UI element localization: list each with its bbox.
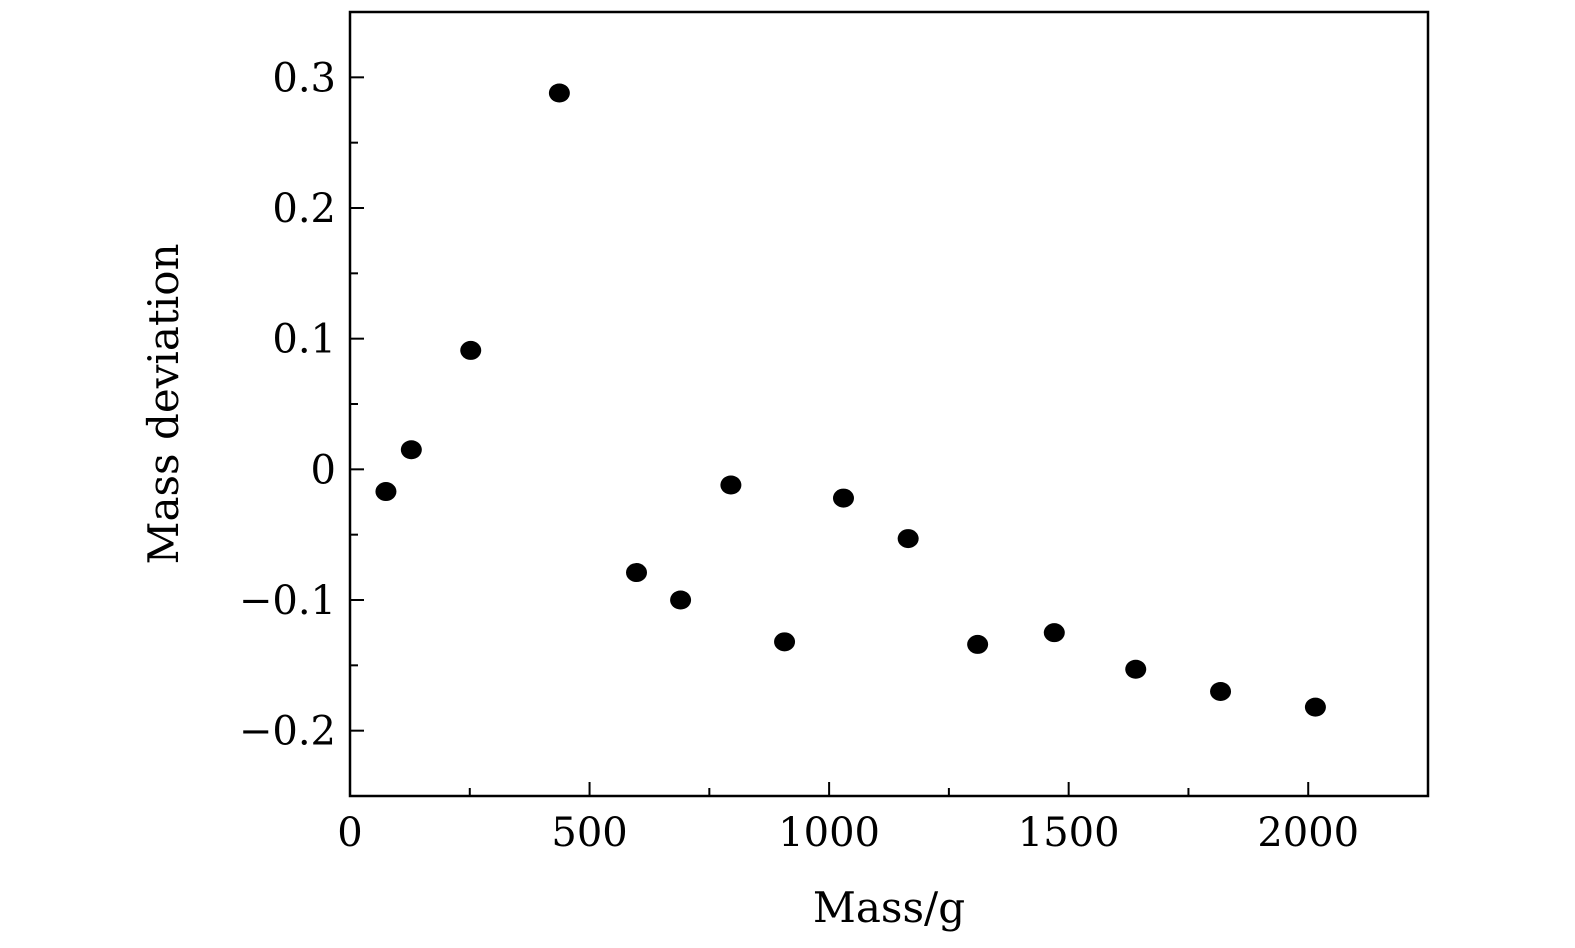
data-point bbox=[548, 83, 570, 103]
data-point bbox=[1043, 623, 1065, 643]
data-point bbox=[1210, 681, 1232, 701]
x-tick-label: 500 bbox=[551, 810, 627, 856]
y-axis-label: Mass deviation bbox=[139, 243, 188, 564]
labels-layer: Mass/g Mass deviation bbox=[139, 243, 965, 932]
x-tick-label: 1500 bbox=[1018, 810, 1120, 856]
data-point bbox=[400, 440, 422, 460]
x-tick-label: 0 bbox=[337, 810, 362, 856]
y-tick-label: 0.1 bbox=[272, 317, 336, 363]
x-tick-label: 1000 bbox=[778, 810, 880, 856]
data-point bbox=[626, 563, 648, 583]
y-tick-label: 0.2 bbox=[272, 186, 336, 232]
y-tick-label: −0.2 bbox=[239, 709, 336, 755]
data-point bbox=[720, 475, 742, 495]
data-point bbox=[460, 340, 482, 360]
data-point bbox=[375, 482, 397, 502]
data-point bbox=[897, 529, 919, 549]
data-point bbox=[832, 488, 854, 508]
data-point bbox=[967, 634, 989, 654]
data-point bbox=[774, 632, 796, 652]
data-point bbox=[1125, 659, 1147, 679]
y-tick-label: −0.1 bbox=[239, 578, 336, 624]
ticks-layer: 0 500 1000 1500 2000 −0.2 −0.1 0 0.1 0.2 0.3 bbox=[239, 55, 1359, 856]
x-tick-label: 2000 bbox=[1257, 810, 1359, 856]
y-tick-label: 0 bbox=[311, 447, 336, 493]
data-point bbox=[1304, 697, 1326, 717]
data-point bbox=[670, 590, 692, 610]
plot-frame bbox=[348, 10, 1430, 798]
y-tick-label: 0.3 bbox=[272, 55, 336, 101]
x-axis-label: Mass/g bbox=[813, 883, 965, 932]
points-layer bbox=[375, 83, 1326, 717]
